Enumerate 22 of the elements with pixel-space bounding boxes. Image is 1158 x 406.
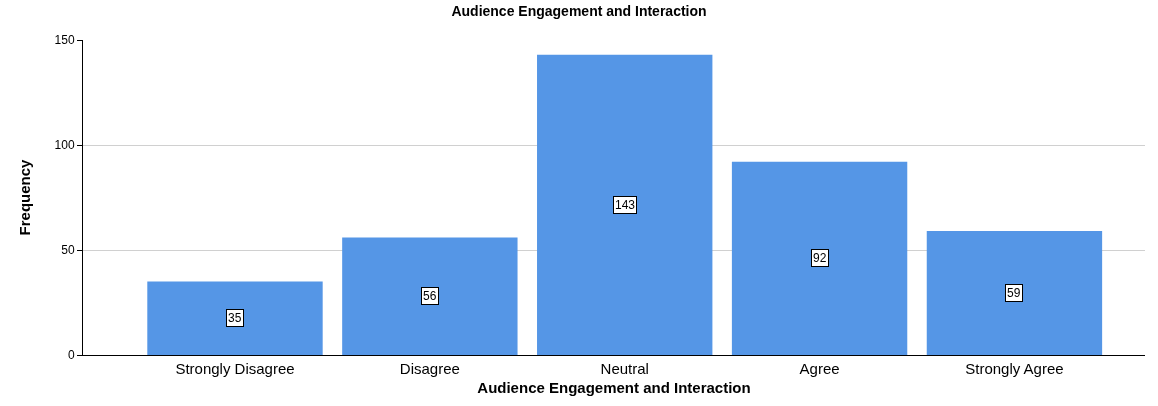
chart-title: Audience Engagement and Interaction bbox=[451, 2, 707, 19]
bar bbox=[537, 54, 713, 355]
x-tick-label: Strongly Agree bbox=[965, 360, 1064, 377]
x-axis-title: Audience Engagement and Interaction bbox=[477, 379, 751, 396]
y-tick-label: 150 bbox=[54, 33, 75, 48]
data-label: 35 bbox=[228, 311, 242, 325]
x-tick-label: Neutral bbox=[600, 360, 649, 377]
bar bbox=[342, 237, 518, 355]
data-label: 143 bbox=[615, 198, 636, 212]
x-tick-label: Agree bbox=[799, 360, 840, 377]
bar bbox=[147, 281, 323, 355]
y-axis-title: Frequency bbox=[15, 158, 33, 236]
data-label: 59 bbox=[1007, 286, 1021, 300]
y-tick-label: 0 bbox=[67, 348, 75, 363]
bar bbox=[926, 231, 1103, 355]
y-tick-label: 100 bbox=[54, 138, 75, 153]
bar bbox=[731, 161, 908, 355]
x-tick-label: Disagree bbox=[399, 360, 460, 377]
x-tick-label: Strongly Disagree bbox=[175, 360, 295, 377]
data-label: 92 bbox=[813, 251, 827, 265]
y-tick-label: 50 bbox=[61, 243, 75, 258]
data-label: 56 bbox=[423, 289, 437, 303]
